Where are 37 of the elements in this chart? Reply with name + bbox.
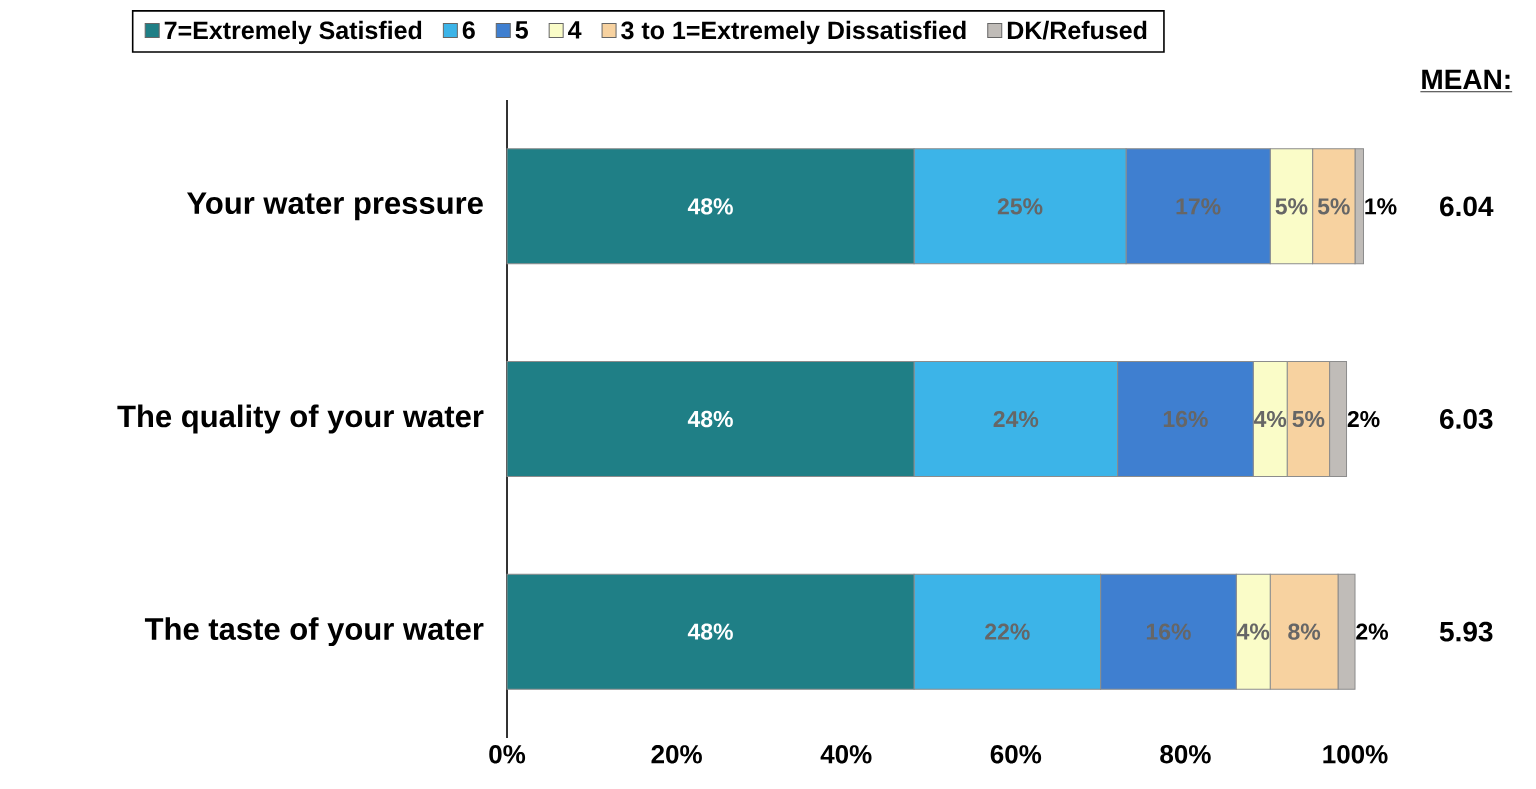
data-label: 4% xyxy=(1236,623,1270,640)
x-tick-label: 60% xyxy=(990,745,1042,764)
data-label: 48% xyxy=(687,198,733,215)
text: 6.03 xyxy=(1440,409,1493,429)
legend-label: 4 xyxy=(568,21,582,39)
text: 6.04 xyxy=(1440,196,1494,217)
legend-label: 7=Extremely Satisfied xyxy=(164,20,422,45)
legend-label: DK/Refused xyxy=(1007,20,1147,40)
data-label: 2% xyxy=(1356,623,1389,640)
y-tick-label: The quality of your water xyxy=(117,404,484,434)
data-label: 5% xyxy=(1292,410,1325,428)
data-label: 4% xyxy=(1253,410,1287,428)
y-tick-label: Your water pressure xyxy=(186,192,483,221)
data-label: 48% xyxy=(687,410,733,428)
legend-label: 5 xyxy=(515,21,528,39)
legend-label: 3 to 1=Extremely Dissatisfied xyxy=(621,20,966,45)
x-tick-label: 40% xyxy=(820,745,872,764)
data-label: 2% xyxy=(1347,410,1380,428)
x-tick-label: 0% xyxy=(489,745,526,764)
data-label: 16% xyxy=(1146,623,1191,640)
data-label: 17% xyxy=(1176,198,1221,215)
data-label: 25% xyxy=(997,198,1043,215)
x-tick-label: 100% xyxy=(1323,745,1388,764)
legend-label: 6 xyxy=(462,21,475,39)
y-tick-label: The taste of your water xyxy=(144,617,484,647)
data-label: 24% xyxy=(993,410,1039,428)
x-tick-label: 20% xyxy=(651,745,702,764)
data-label: 1% xyxy=(1365,198,1397,215)
text: MEAN: xyxy=(1422,69,1510,89)
data-label: 22% xyxy=(985,623,1030,640)
text: 5.93 xyxy=(1439,621,1493,642)
x-tick-label: 80% xyxy=(1160,745,1211,764)
data-label: 5% xyxy=(1275,198,1308,215)
data-label: 8% xyxy=(1288,623,1321,640)
data-label: 16% xyxy=(1163,410,1208,428)
data-label: 5% xyxy=(1317,198,1350,215)
data-label: 48% xyxy=(687,623,733,640)
